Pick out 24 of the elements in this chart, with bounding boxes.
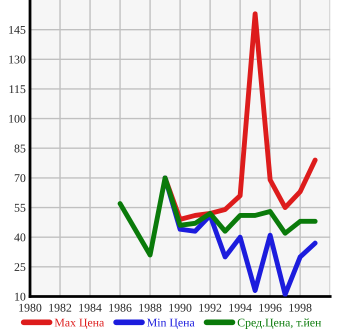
x-tick-label: 1986 bbox=[109, 304, 132, 312]
y-tick-label: 145 bbox=[9, 26, 26, 34]
y-tick-label: 100 bbox=[9, 114, 26, 123]
x-tick-label: 1982 bbox=[49, 304, 72, 312]
x-tick-label: 1998 bbox=[289, 304, 312, 312]
x-tick-label: 1988 bbox=[139, 304, 162, 312]
legend-label: Сред.Цена, т.йен bbox=[238, 318, 322, 329]
x-tick-label: 1984 bbox=[79, 304, 102, 312]
y-tick-label: 25 bbox=[14, 263, 26, 272]
y-tick-label: 130 bbox=[9, 56, 26, 64]
y-tick-label: 70 bbox=[14, 174, 26, 182]
line-series bbox=[118, 175, 318, 258]
legend-label: Max Цена bbox=[54, 318, 104, 329]
y-tick-label: 85 bbox=[14, 144, 26, 152]
y-tick-label: 115 bbox=[10, 85, 26, 94]
y-tick-label: 40 bbox=[14, 233, 26, 242]
y-tick-label: 10 bbox=[15, 292, 26, 301]
x-tick-label: 1994 bbox=[229, 304, 252, 312]
y-tick-label: 55 bbox=[14, 204, 26, 212]
x-tick-label: 1990 bbox=[169, 304, 192, 312]
x-tick-label: 1980 bbox=[19, 304, 42, 312]
legend-label: Min Цена bbox=[147, 318, 195, 329]
x-tick-label: 1996 bbox=[259, 304, 282, 312]
x-tick-label: 1992 bbox=[199, 304, 222, 312]
